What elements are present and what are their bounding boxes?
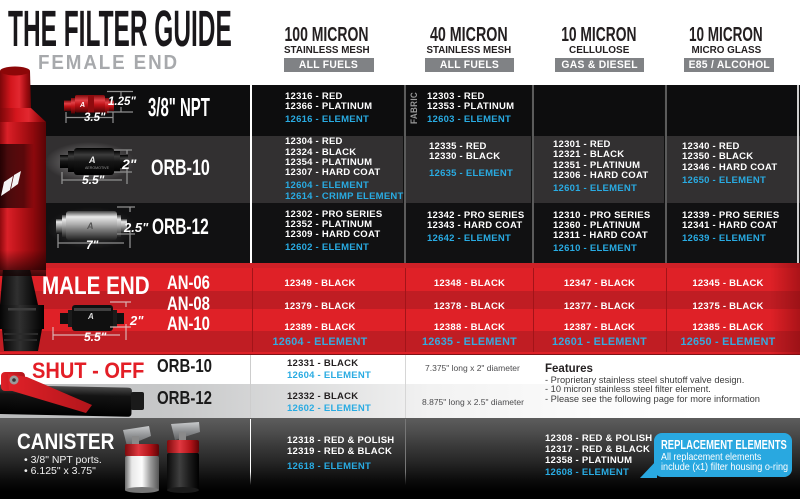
svg-text:A: A [87,312,94,321]
svg-text:A: A [86,221,94,231]
svg-text:AEROMOTIVE: AEROMOTIVE [85,166,110,170]
svg-text:A: A [88,155,96,165]
svg-text:A: A [79,102,85,109]
